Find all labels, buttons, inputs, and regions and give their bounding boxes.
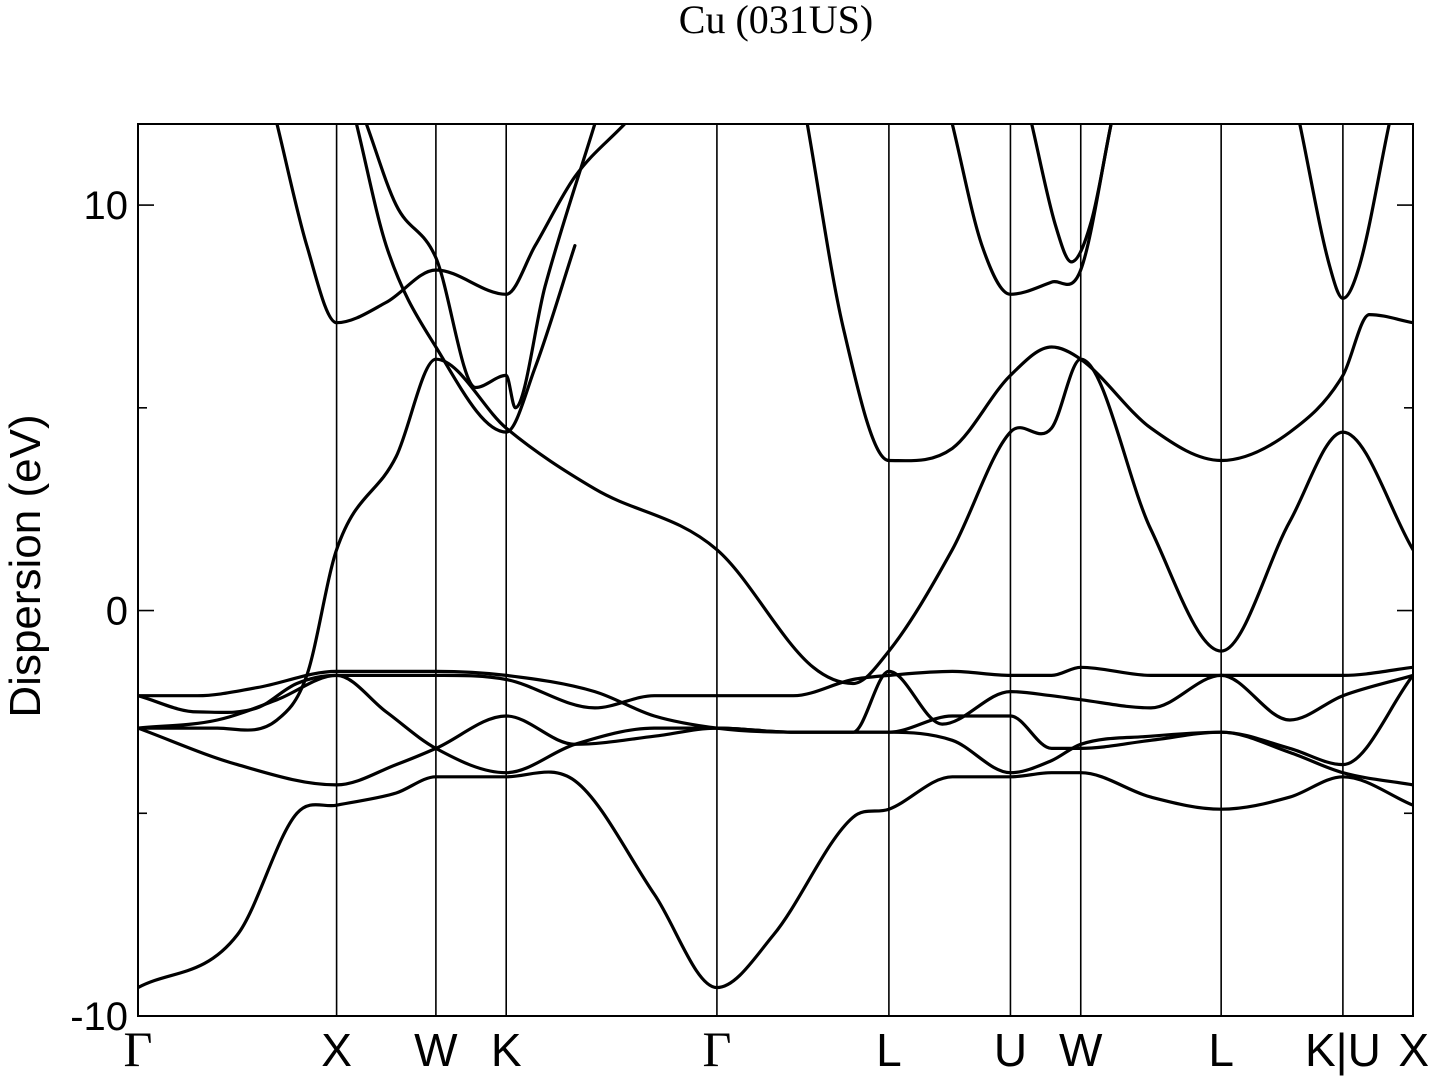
x-kpoint-label: W [414,1024,458,1076]
y-tick-label: -10 [70,995,128,1039]
x-kpoint-label: X [1398,1024,1429,1076]
y-axis-ticks: -10 0 10 [70,184,1413,1039]
x-axis-kpoint-labels: Γ X W K Γ L U W L K|U X [124,1021,1429,1077]
band-line-10 [805,124,1413,463]
band-line-13 [1298,124,1391,300]
band-line-12 [1030,124,1113,264]
band-line-2 [138,357,1413,732]
y-axis-label: Dispersion (eV) [1,414,50,717]
y-tick-label: 10 [84,184,129,228]
band-line-8 [354,124,577,434]
chart-title: Cu (031US) [679,0,873,42]
plot-frame [137,123,1414,1017]
band-line-11 [950,124,1113,296]
x-kpoint-label: Γ [124,1021,153,1077]
x-kpoint-label: X [321,1024,352,1076]
band-line-7 [275,124,627,325]
band-line-9 [364,124,597,410]
k-point-vertical-lines [335,124,1344,1016]
x-kpoint-label: W [1059,1024,1103,1076]
y-tick-label: 0 [106,590,128,634]
x-kpoint-label: L [876,1024,902,1076]
x-kpoint-label: K [491,1024,522,1076]
x-kpoint-label: K|U [1305,1024,1381,1076]
band-line-6 [138,714,1413,787]
x-kpoint-label: L [1208,1024,1234,1076]
band-line-1 [138,770,1413,990]
x-kpoint-label: Γ [702,1021,731,1077]
band-lines [138,124,1413,990]
x-kpoint-label: U [994,1024,1027,1076]
